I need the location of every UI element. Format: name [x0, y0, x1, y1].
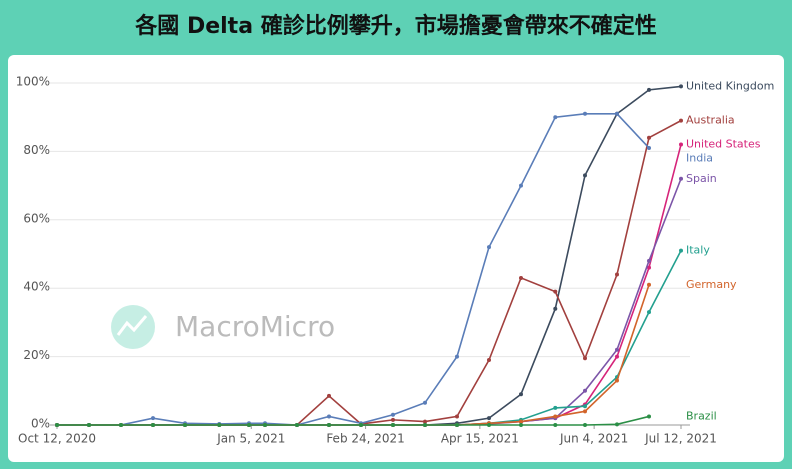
point — [679, 84, 683, 89]
legend-label: United States — [686, 138, 761, 151]
point — [679, 118, 683, 123]
point — [119, 423, 123, 427]
series-line — [57, 415, 650, 426]
point — [647, 282, 651, 287]
point — [391, 412, 395, 417]
point — [327, 414, 331, 419]
plot-panel — [8, 55, 784, 462]
point — [615, 378, 619, 383]
point — [647, 310, 651, 315]
point — [455, 414, 459, 419]
point — [647, 135, 651, 140]
point — [423, 423, 427, 427]
y-tick-label: 20% — [23, 348, 50, 362]
point — [455, 354, 459, 359]
x-tick-label: Feb 24, 2021 — [326, 432, 405, 446]
point — [583, 356, 587, 361]
watermark: MacroMicro — [175, 310, 335, 343]
legend-label: Germany — [686, 278, 737, 291]
point — [583, 173, 587, 178]
point — [615, 111, 619, 116]
point — [583, 388, 587, 393]
point — [87, 423, 91, 427]
point — [647, 265, 651, 270]
series-line — [57, 112, 650, 426]
point — [327, 423, 331, 427]
point — [183, 423, 187, 427]
point — [679, 142, 683, 147]
x-tick-label: Jul 12, 2021 — [644, 432, 717, 446]
point — [151, 416, 155, 421]
point — [553, 115, 558, 120]
point — [583, 423, 587, 427]
point — [647, 414, 651, 419]
legend-label: India — [686, 152, 713, 165]
legend-label: Australia — [686, 114, 735, 127]
watermark-logo — [111, 305, 155, 349]
point — [679, 176, 683, 181]
point — [519, 392, 523, 397]
point — [647, 145, 651, 150]
point — [647, 87, 651, 92]
point — [553, 306, 558, 311]
point — [487, 358, 491, 363]
legend-label: United Kingdom — [686, 79, 774, 92]
point — [217, 423, 222, 427]
legend-label: Brazil — [686, 409, 717, 422]
point — [391, 423, 395, 427]
y-tick-label: 0% — [31, 417, 50, 431]
point — [615, 354, 619, 359]
point — [519, 183, 523, 188]
chart-title: 各國 Delta 確診比例攀升，市場擔憂會帶來不確定性 — [134, 13, 656, 39]
point — [553, 423, 558, 427]
y-tick-label: 80% — [23, 143, 50, 157]
x-tick-label: Jun 4, 2021 — [559, 432, 628, 446]
point — [615, 272, 619, 277]
x-tick-label: Jan 5, 2021 — [216, 432, 285, 446]
point — [583, 404, 587, 409]
point — [583, 111, 587, 116]
point — [55, 423, 59, 427]
y-tick-label: 60% — [23, 211, 50, 225]
point — [679, 248, 683, 253]
point — [423, 419, 427, 424]
point — [263, 423, 267, 427]
point — [327, 393, 331, 398]
point — [553, 414, 558, 419]
x-tick-label: Oct 12, 2020 — [18, 432, 96, 446]
point — [519, 419, 523, 424]
point — [455, 423, 459, 427]
legend-label: Spain — [686, 172, 717, 185]
point — [423, 400, 427, 405]
point — [615, 422, 619, 427]
point — [295, 423, 299, 427]
point — [615, 347, 619, 352]
point — [553, 289, 558, 294]
point — [487, 423, 491, 427]
point — [391, 417, 395, 422]
point — [487, 416, 491, 421]
point — [247, 423, 251, 427]
y-tick-label: 40% — [23, 280, 50, 294]
point — [359, 423, 363, 427]
point — [583, 409, 587, 414]
point — [519, 423, 523, 427]
point — [519, 275, 523, 280]
point — [553, 405, 558, 410]
point — [647, 258, 651, 263]
y-tick-label: 100% — [16, 75, 50, 89]
point — [151, 423, 155, 427]
legend-label: Italy — [686, 244, 710, 257]
x-tick-label: Apr 15, 2021 — [441, 432, 519, 446]
point — [487, 245, 491, 250]
